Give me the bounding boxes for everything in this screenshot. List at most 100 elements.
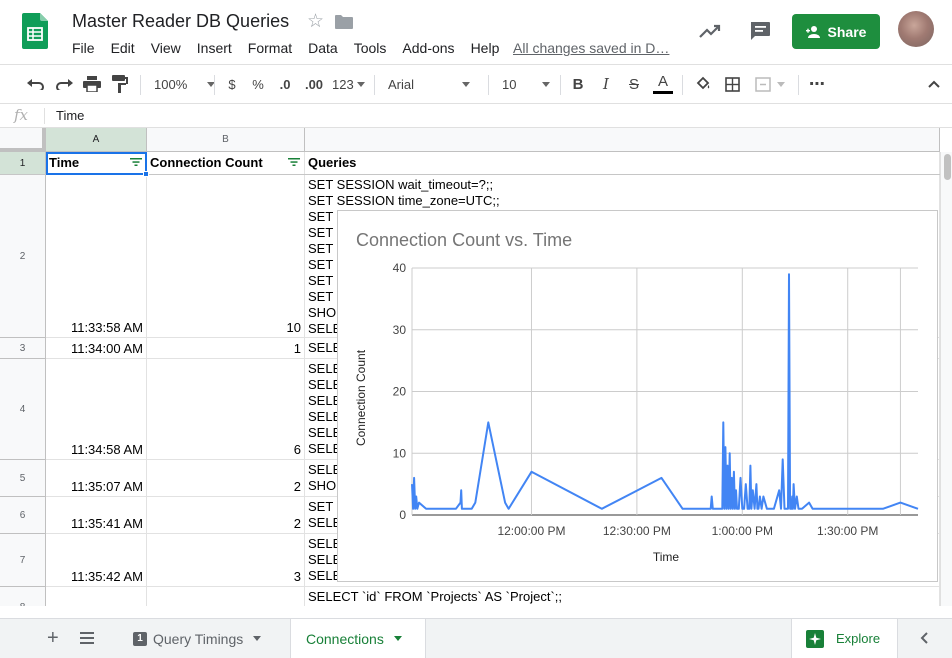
add-sheet-button[interactable]: +: [47, 627, 59, 649]
menu-addons[interactable]: Add-ons: [402, 40, 455, 56]
menu-insert[interactable]: Insert: [196, 40, 232, 56]
undo-icon[interactable]: [24, 65, 48, 103]
row-header-6[interactable]: 6: [0, 497, 46, 534]
vertical-scroll-thumb[interactable]: [944, 154, 951, 180]
count-cell[interactable]: 3: [147, 534, 305, 587]
merge-cells-icon[interactable]: [750, 65, 790, 103]
more-formats-select[interactable]: 123: [332, 65, 365, 103]
avatar[interactable]: [898, 11, 934, 47]
explore-icon: [806, 629, 824, 648]
frozen-row-divider[interactable]: [0, 174, 940, 175]
menu-edit[interactable]: Edit: [110, 40, 135, 56]
count-cell[interactable]: 2: [147, 460, 305, 497]
zoom-value: 100%: [154, 76, 188, 92]
menu-view[interactable]: View: [150, 40, 181, 56]
count-cell[interactable]: 6: [147, 359, 305, 460]
toolbar-divider: [488, 75, 489, 95]
star-icon[interactable]: ☆: [307, 11, 325, 32]
font-select[interactable]: Arial: [388, 65, 471, 103]
query-line: SELE: [308, 321, 342, 336]
filter-icon[interactable]: [288, 157, 300, 167]
time-value: 11:34:58 AM: [70, 442, 143, 457]
row-header-7[interactable]: 7: [0, 534, 46, 587]
row-header-1[interactable]: 1: [0, 152, 46, 175]
bold-button[interactable]: B: [572, 75, 584, 93]
queries-cell[interactable]: SELE SELE SELE: [305, 534, 940, 587]
redo-icon[interactable]: [52, 65, 76, 103]
time-cell[interactable]: 11:35:41 AM: [46, 497, 147, 534]
comment-icon[interactable]: [748, 20, 772, 42]
toolbar-divider: [214, 75, 215, 95]
header-cell-queries[interactable]: Queries: [305, 152, 940, 175]
filter-icon[interactable]: [130, 157, 142, 167]
document-title[interactable]: Master Reader DB Queries: [72, 11, 290, 31]
vertical-scrollbar[interactable]: [940, 152, 952, 606]
header-cell-count[interactable]: Connection Count: [147, 152, 305, 175]
row-header-2[interactable]: 2: [0, 175, 46, 338]
collapse-menus-icon[interactable]: [924, 65, 944, 103]
activity-trend-icon[interactable]: [698, 22, 722, 40]
column-header-a[interactable]: A: [46, 128, 147, 152]
row-header-3[interactable]: 3: [0, 338, 46, 359]
count-cell[interactable]: 2: [147, 497, 305, 534]
formula-input[interactable]: Time: [56, 108, 85, 123]
currency-format-button[interactable]: $: [228, 76, 236, 92]
explore-button[interactable]: Explore: [791, 619, 898, 658]
row-header-4[interactable]: 4: [0, 359, 46, 460]
column-header-b[interactable]: B: [147, 128, 305, 152]
query-line: SELE: [308, 536, 342, 551]
query-line: SELE: [308, 515, 342, 530]
menu-file[interactable]: File: [72, 40, 95, 56]
tab-connections[interactable]: Connections: [290, 619, 426, 658]
print-icon[interactable]: [80, 65, 104, 103]
column-header-c[interactable]: [305, 128, 940, 152]
more-options-button[interactable]: ⋯: [809, 76, 825, 93]
sheets-logo-icon[interactable]: [22, 13, 48, 49]
time-cell[interactable]: 11:35:07 AM: [46, 460, 147, 497]
italic-button[interactable]: I: [603, 75, 609, 93]
queries-cell[interactable]: SELECT `id` FROM `Projects` AS `Project`…: [305, 587, 940, 606]
menu-tools[interactable]: Tools: [353, 40, 387, 56]
font-size-select[interactable]: 10: [502, 65, 551, 103]
zoom-select[interactable]: 100%: [154, 65, 216, 103]
menu-format[interactable]: Format: [247, 40, 293, 56]
time-cell[interactable]: 11:33:58 AM: [46, 175, 147, 338]
increase-decimal-button[interactable]: .00: [304, 76, 324, 92]
menu-data[interactable]: Data: [308, 40, 338, 56]
time-value: 11:35:07 AM: [70, 479, 143, 494]
strikethrough-button[interactable]: S: [628, 75, 639, 93]
time-cell[interactable]: [46, 587, 147, 606]
save-status-link[interactable]: All changes saved in D…: [513, 40, 670, 56]
chevron-down-icon[interactable]: [253, 636, 262, 641]
borders-icon[interactable]: [721, 65, 743, 103]
decrease-decimal-button[interactable]: .0: [279, 76, 291, 92]
percent-format-button[interactable]: %: [252, 76, 264, 92]
fill-handle[interactable]: [143, 171, 149, 177]
row-header-8[interactable]: 8: [0, 587, 46, 606]
count-value: 6: [293, 442, 301, 457]
time-cell[interactable]: 11:34:58 AM: [46, 359, 147, 460]
count-cell[interactable]: [147, 587, 305, 606]
row-header-5[interactable]: 5: [0, 460, 46, 497]
chart-x-tick-labels: 12:00:00 PM 12:30:00 PM 1:00:00 PM 1:30:00 …: [497, 524, 878, 538]
all-sheets-list-icon[interactable]: [80, 631, 94, 645]
count-value: 2: [293, 516, 301, 531]
count-cell[interactable]: 10: [147, 175, 305, 338]
chevron-down-icon[interactable]: [393, 636, 402, 641]
folder-icon[interactable]: [334, 14, 354, 30]
count-cell[interactable]: 1: [147, 338, 305, 359]
time-cell[interactable]: 11:35:42 AM: [46, 534, 147, 587]
tab-query-timings[interactable]: 1 Query Timings: [121, 619, 273, 658]
time-cell[interactable]: 11:34:00 AM: [46, 338, 147, 359]
fill-color-icon[interactable]: [692, 65, 714, 103]
chart-title: Connection Count vs. Time: [356, 230, 572, 250]
paint-format-icon[interactable]: [108, 65, 132, 103]
header-cell-time[interactable]: Time: [46, 152, 147, 175]
chevron-left-icon[interactable]: [918, 631, 932, 645]
select-all-corner[interactable]: [0, 128, 46, 152]
line-chart[interactable]: Connection Count vs. Time 0 10 20 30 40 12:0…: [337, 210, 938, 582]
text-color-button[interactable]: A: [652, 65, 674, 103]
menu-help[interactable]: Help: [470, 40, 500, 56]
share-button[interactable]: Share: [792, 14, 880, 49]
time-value: 11:34:00 AM: [70, 341, 143, 356]
